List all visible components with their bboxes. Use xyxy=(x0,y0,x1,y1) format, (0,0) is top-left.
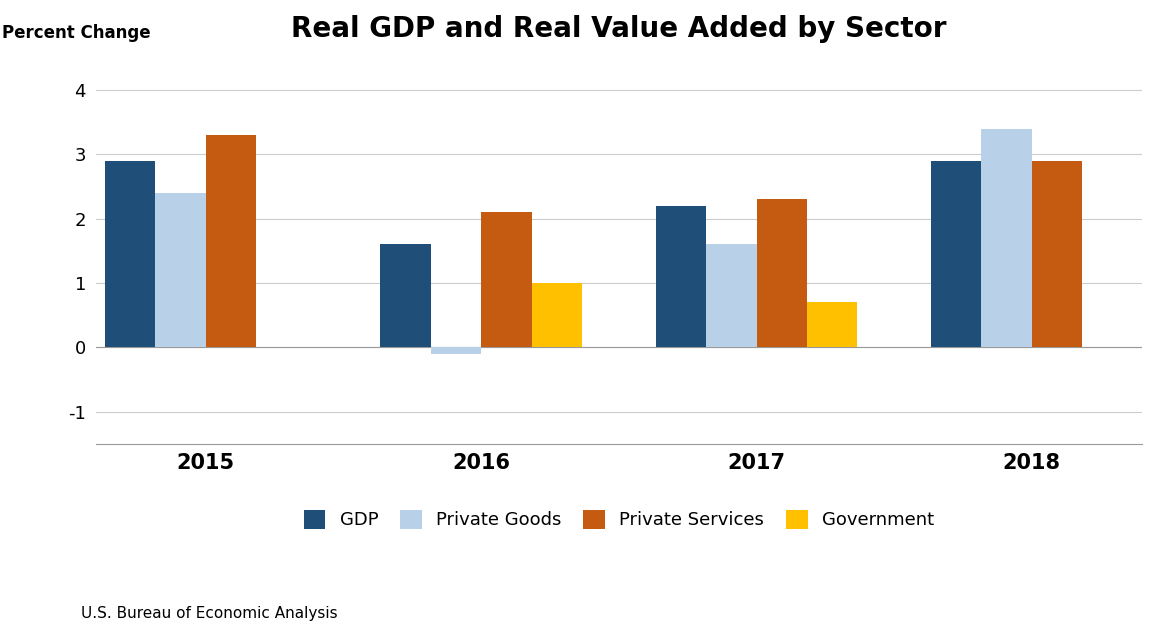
Legend: GDP, Private Goods, Private Services, Government: GDP, Private Goods, Private Services, Go… xyxy=(296,503,942,537)
Bar xyxy=(105,161,155,347)
Bar xyxy=(155,193,206,347)
Text: Percent Change: Percent Change xyxy=(1,24,150,43)
Bar xyxy=(381,245,430,347)
Bar xyxy=(532,283,582,347)
Bar xyxy=(757,199,806,347)
Bar xyxy=(481,212,532,347)
Bar xyxy=(656,206,706,347)
Bar xyxy=(931,161,981,347)
Bar xyxy=(1032,161,1082,347)
Text: U.S. Bureau of Economic Analysis: U.S. Bureau of Economic Analysis xyxy=(81,606,338,621)
Title: Real GDP and Real Value Added by Sector: Real GDP and Real Value Added by Sector xyxy=(292,15,946,43)
Bar xyxy=(706,245,757,347)
Bar xyxy=(981,129,1032,347)
Bar xyxy=(430,347,481,354)
Bar xyxy=(806,302,857,347)
Bar xyxy=(206,135,257,347)
